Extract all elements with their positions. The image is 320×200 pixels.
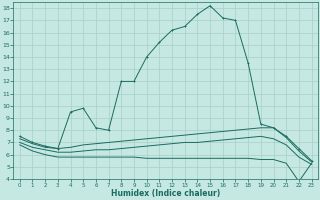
- X-axis label: Humidex (Indice chaleur): Humidex (Indice chaleur): [111, 189, 220, 198]
